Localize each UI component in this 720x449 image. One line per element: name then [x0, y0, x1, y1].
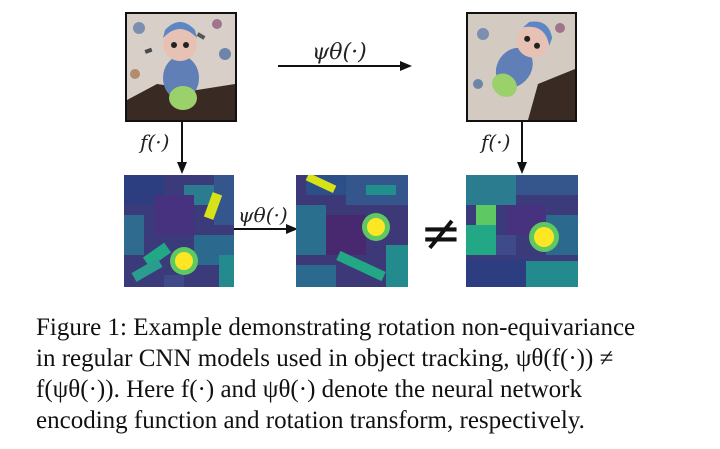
right-encoder-label: f(·) [481, 130, 511, 154]
caption-line-1: Figure 1: Example demonstrating rotation… [36, 314, 636, 341]
middle-transform-arrow [234, 224, 298, 234]
right-encoder-arrow [517, 122, 527, 174]
rotated-image [466, 12, 577, 122]
left-encoder-arrow [177, 122, 187, 174]
feature-map-of-rotated-image [466, 175, 578, 287]
top-transform-label: ψθ(·) [312, 40, 367, 65]
input-image [125, 12, 237, 122]
caption-line-2: in regular CNN models used in object tra… [36, 345, 614, 372]
feature-map-original [124, 175, 234, 287]
middle-transform-label: ψθ(·) [238, 203, 288, 227]
figure-caption: Figure 1: Example demonstrating rotation… [36, 312, 686, 436]
top-transform-arrow [278, 61, 412, 71]
left-encoder-label: f(·) [140, 130, 170, 154]
caption-line-3: f(ψθ(·)). Here f(·) and ψθ(·) denote the… [36, 376, 582, 403]
caption-line-4: encoding function and rotation transform… [36, 407, 585, 434]
not-equal-symbol: ≠ [420, 204, 462, 262]
feature-map-rotated [296, 175, 408, 287]
